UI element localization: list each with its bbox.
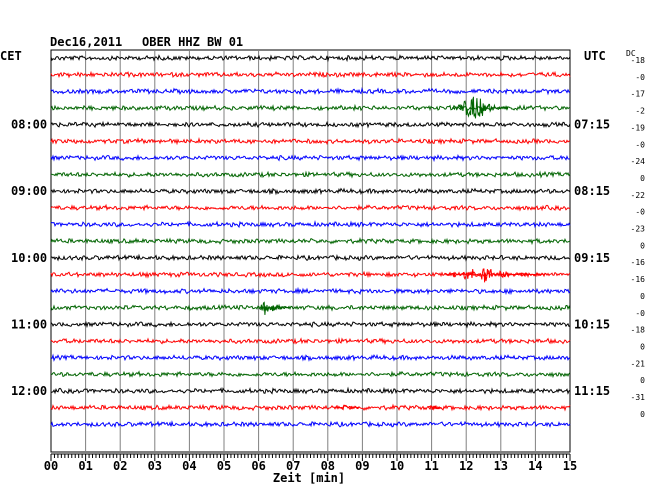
trace-row-14: [50, 286, 571, 296]
right-timezone-label: UTC: [584, 49, 606, 63]
trace-row-16: [50, 320, 571, 329]
trace-row-13: [50, 270, 571, 279]
x-tick-label: 03: [148, 459, 162, 473]
dc-offset-label: -24: [631, 157, 646, 166]
dc-offset-label: -0: [635, 208, 645, 217]
dc-offset-label: -16: [631, 275, 646, 284]
right-hour-label: 10:15: [574, 317, 610, 331]
x-tick-label: 08: [321, 459, 335, 473]
plot-frame: [50, 49, 571, 453]
x-tick-label: 04: [182, 459, 196, 473]
trace-row-10: [50, 220, 571, 229]
dc-label: DC: [626, 49, 636, 58]
trace-row-8: [50, 187, 571, 196]
trace-row-5: [50, 137, 571, 146]
right-hour-label: 07:15: [574, 118, 610, 132]
x-axis: 00 01 02 03 04 05 06 07 08 09 10 11 12 13 14 15: [44, 453, 577, 473]
dc-offset-labels: -18 -0 -17 -2 -19 -0 -24 0 -22 -0 -23 0 -16 -16 0 -0 -18…: [631, 56, 646, 419]
x-tick-label: 01: [78, 459, 92, 473]
trace-row-6: [50, 154, 571, 163]
left-hour-labels: 08:00 09:00 10:00 11:00 12:00: [11, 118, 47, 398]
dc-offset-label: -18: [631, 56, 646, 65]
x-tick-label: 07: [286, 459, 300, 473]
trace-row-0: [50, 54, 571, 63]
station-label: OBER HHZ BW 01: [142, 35, 243, 49]
dc-offset-label: -0: [635, 73, 645, 82]
seismic-event-3: [334, 404, 359, 411]
dc-offset-label: -0: [635, 140, 645, 149]
time-grid: [50, 49, 571, 453]
x-tick-label: 09: [355, 459, 369, 473]
trace-row-7: [51, 170, 571, 179]
left-hour-label: 08:00: [11, 118, 47, 132]
x-tick-label: 13: [494, 459, 508, 473]
dc-offset-label: 0: [640, 410, 645, 419]
dc-offset-label: -0: [635, 309, 645, 318]
trace-row-22: [50, 420, 571, 429]
trace-row-18: [51, 353, 571, 362]
right-hour-label: 08:15: [574, 184, 610, 198]
seismic-event-1: [445, 268, 546, 283]
dc-offset-label: -18: [631, 326, 646, 335]
left-hour-label: 09:00: [11, 184, 47, 198]
dc-offset-label: 0: [640, 241, 645, 250]
dc-offset-label: 0: [640, 342, 645, 351]
x-tick-label: 02: [113, 459, 127, 473]
trace-row-1: [50, 70, 571, 79]
dc-offset-label: -23: [631, 225, 646, 234]
x-tick-label: 14: [528, 459, 542, 473]
dc-offset-label: -31: [631, 393, 646, 402]
seismic-events: [258, 96, 546, 411]
trace-row-15: [50, 303, 571, 312]
x-tick-label: 06: [251, 459, 265, 473]
trace-row-4: [50, 120, 571, 129]
dc-offset-label: -16: [631, 258, 646, 267]
date-label: Dec16,2011: [50, 35, 122, 49]
dc-offset-label: 0: [640, 376, 645, 385]
left-timezone-label: CET: [0, 49, 22, 63]
x-tick-label: 05: [217, 459, 231, 473]
trace-row-11: [50, 237, 571, 246]
trace-row-21: [50, 403, 571, 412]
x-tick-label: 12: [459, 459, 473, 473]
x-axis-title: Zeit [min]: [273, 471, 345, 485]
left-hour-label: 12:00: [11, 384, 47, 398]
x-tick-label: 11: [424, 459, 438, 473]
trace-row-19: [50, 370, 571, 379]
dc-offset-label: 0: [640, 292, 645, 301]
dc-offset-label: 0: [640, 174, 645, 183]
left-hour-label: 11:00: [11, 317, 47, 331]
dc-offset-label: -19: [631, 123, 646, 132]
left-hour-label: 10:00: [11, 251, 47, 265]
x-tick-label: 00: [44, 459, 58, 473]
trace-row-2: [50, 86, 571, 96]
seismic-event-0: [452, 96, 509, 119]
trace-row-20: [50, 386, 571, 395]
dc-offset-label: -17: [631, 90, 646, 99]
dc-offset-label: -22: [631, 191, 646, 200]
trace-row-9: [50, 203, 571, 212]
dc-offset-label: -21: [631, 359, 646, 368]
seismic-traces: [50, 54, 571, 429]
right-hour-label: 09:15: [574, 251, 610, 265]
right-hour-labels: 07:15 08:15 09:15 10:15 11:15: [574, 118, 610, 398]
trace-row-12: [50, 253, 571, 262]
seismic-event-4: [427, 405, 442, 411]
x-tick-label: 10: [390, 459, 404, 473]
trace-row-17: [50, 337, 571, 346]
dc-offset-label: -2: [635, 107, 645, 116]
x-tick-label: 15: [563, 459, 577, 473]
right-hour-label: 11:15: [574, 384, 610, 398]
seismic-event-2: [258, 301, 290, 315]
